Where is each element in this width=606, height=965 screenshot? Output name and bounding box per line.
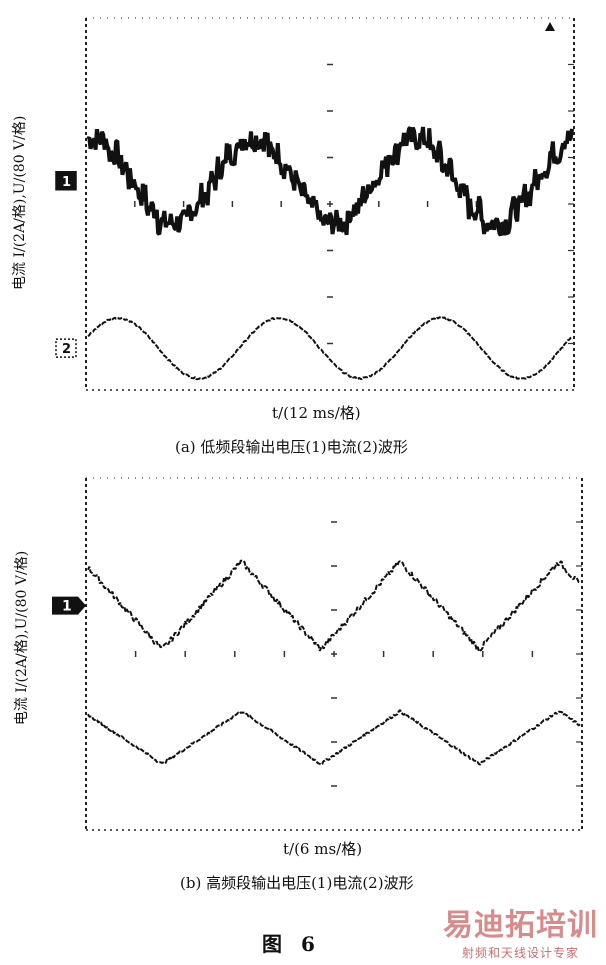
watermark-logo: 易迪拓培训 射频和天线设计专家 [443, 900, 598, 961]
channel-marker-label: 1 [62, 599, 72, 615]
panel-a-ylabel: 电流 I/(2A/格),U/(80 V/格) [12, 115, 28, 290]
panel-b-plot: 1 [52, 477, 583, 831]
series-1-trace [87, 559, 581, 653]
panel-b-caption: (b) 高频段输出电压(1)电流(2)波形 [180, 874, 414, 892]
panel-a-plot: 12 [55, 17, 575, 391]
channel-marker-label: 1 [62, 175, 71, 190]
panel-a-caption: (a) 低频段输出电压(1)电流(2)波形 [175, 438, 408, 456]
panel-b-xlabel: t/(6 ms/格) [283, 840, 363, 858]
series-1-trace [86, 126, 574, 237]
watermark-brand: 易迪拓培训 [443, 908, 598, 943]
series-2-trace [87, 316, 573, 381]
panel-a-xlabel: t/(12 ms/格) [272, 404, 361, 422]
channel-1-marker: 1 [52, 596, 86, 615]
channel-2-marker: 2 [55, 338, 77, 358]
channel-marker-shape [52, 596, 86, 615]
figure-label: 图 6 [262, 932, 321, 956]
series-2-trace [87, 709, 581, 766]
channel-marker-shape [55, 338, 77, 358]
channel-marker-label: 2 [62, 342, 71, 357]
channel-1-marker: 1 [55, 171, 77, 191]
watermark-tagline: 射频和天线设计专家 [461, 946, 579, 960]
channel-marker-shape [55, 171, 77, 191]
panel-b-ylabel: 电流 I/(2A/格),U/(80 V/格) [14, 550, 30, 726]
trigger-arrow-icon [545, 22, 555, 31]
